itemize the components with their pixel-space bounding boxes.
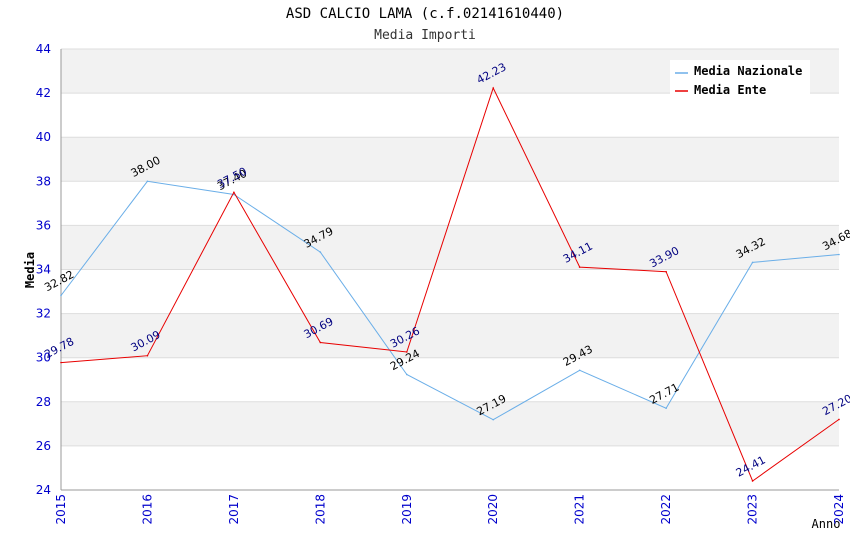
y-tick-label: 38 bbox=[36, 174, 51, 188]
background-band bbox=[61, 137, 839, 182]
y-tick-label: 30 bbox=[36, 351, 51, 365]
x-tick-label: 2015 bbox=[54, 494, 68, 525]
data-point bbox=[751, 261, 754, 264]
x-tick-label: 2021 bbox=[573, 494, 587, 525]
data-point bbox=[751, 480, 754, 482]
series-line-ente bbox=[60, 86, 840, 482]
x-tick-label: 2016 bbox=[140, 494, 154, 525]
data-point bbox=[319, 341, 322, 344]
x-tick-label: 2017 bbox=[227, 494, 241, 525]
legend-label-nazionale: Media Nazionale bbox=[694, 64, 802, 78]
data-point bbox=[146, 354, 149, 357]
series-lines bbox=[60, 86, 840, 482]
data-point bbox=[60, 361, 62, 364]
y-tick-label: 34 bbox=[36, 263, 51, 277]
legend-label-ente: Media Ente bbox=[694, 83, 766, 97]
chart-title: ASD CALCIO LAMA (c.f.02141610440) bbox=[286, 6, 564, 22]
x-tick-label: 2023 bbox=[746, 494, 760, 525]
x-tick-label: 2018 bbox=[313, 494, 327, 525]
grid-lines bbox=[60, 48, 839, 491]
data-point bbox=[578, 266, 581, 268]
y-tick-label: 28 bbox=[36, 395, 51, 409]
x-tick-label: 2022 bbox=[659, 494, 673, 525]
data-point bbox=[492, 87, 495, 89]
y-tick-label: 44 bbox=[36, 42, 51, 56]
data-point bbox=[578, 369, 581, 372]
background-bands bbox=[61, 49, 839, 446]
background-band bbox=[61, 401, 839, 446]
data-point bbox=[665, 270, 667, 273]
y-axis-ticks: 24 26 28 30 32 34 36 38 40 42 44 bbox=[36, 42, 51, 497]
data-point bbox=[233, 191, 235, 194]
y-axis-label: Media bbox=[23, 252, 37, 288]
y-tick-label: 24 bbox=[36, 483, 51, 497]
y-tick-label: 32 bbox=[36, 307, 51, 321]
data-point bbox=[60, 294, 62, 297]
y-tick-label: 36 bbox=[36, 218, 51, 232]
x-tick-label: 2024 bbox=[832, 494, 846, 525]
data-point bbox=[405, 351, 408, 353]
x-tick-label: 2019 bbox=[400, 494, 414, 525]
data-point bbox=[665, 407, 667, 409]
y-tick-label: 40 bbox=[36, 130, 51, 144]
x-axis-label: Anno bbox=[812, 517, 841, 531]
data-point bbox=[492, 418, 495, 421]
data-point bbox=[838, 253, 840, 256]
chart-subtitle: Media Importi bbox=[374, 28, 476, 43]
series-line-nazionale bbox=[60, 180, 840, 421]
data-point bbox=[319, 251, 322, 253]
background-band bbox=[61, 313, 839, 358]
data-point bbox=[405, 373, 408, 376]
x-tick-label: 2020 bbox=[486, 494, 500, 525]
legend-box bbox=[670, 60, 810, 98]
x-axis-ticks: 2015 2016 2017 2018 2019 2020 2021 2022 2023 2024 bbox=[54, 494, 846, 525]
data-point bbox=[838, 418, 840, 421]
y-tick-label: 42 bbox=[36, 86, 51, 100]
legend: Media Nazionale Media Ente bbox=[670, 60, 810, 98]
y-tick-label: 26 bbox=[36, 439, 51, 453]
background-band bbox=[61, 225, 839, 270]
data-point bbox=[146, 180, 149, 183]
